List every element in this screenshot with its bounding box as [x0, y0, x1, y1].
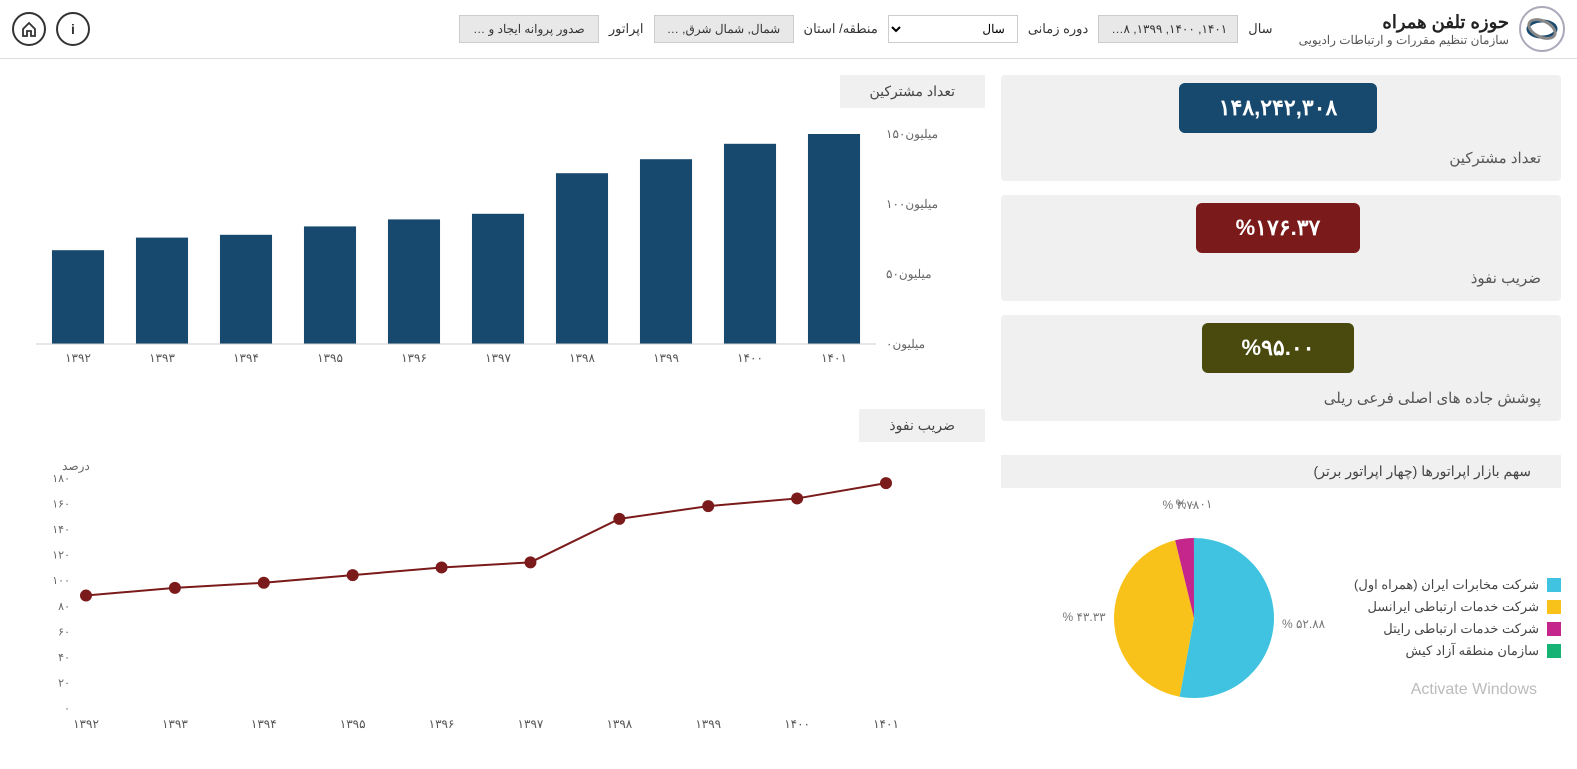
svg-text:i: i: [71, 21, 75, 37]
home-icon[interactable]: [12, 12, 46, 46]
kpi-label: پوشش جاده های اصلی فرعی ریلی: [1324, 389, 1541, 407]
svg-text:۱۳۹۹: ۱۳۹۹: [653, 351, 679, 365]
svg-text:۱۳۹۶: ۱۳۹۶: [401, 351, 427, 365]
legend-swatch: [1547, 600, 1561, 614]
pie-legend-item: شرکت مخابرات ایران (همراه اول): [1354, 577, 1561, 593]
svg-text:۱۳۹۷: ۱۳۹۷: [518, 717, 544, 731]
svg-text:۱۳۹۴: ۱۳۹۴: [233, 351, 259, 365]
svg-text:۰.۰۱ %: ۰.۰۱ %: [1176, 498, 1213, 511]
svg-text:۱۳۹۷: ۱۳۹۷: [485, 351, 511, 365]
svg-text:۱۴۰۰: ۱۴۰۰: [737, 351, 763, 365]
filter-label-region: منطقه/ استان: [798, 21, 884, 37]
subscribers-bar-chart: تعداد مشترکین میلیون۰ ۵۰میلیون ۱۰۰میلیون ۱۵…: [16, 75, 985, 389]
svg-text:۱۳۹۲: ۱۳۹۲: [73, 717, 99, 731]
bar-chart-svg: میلیون۰ ۵۰میلیون ۱۰۰میلیون ۱۵۰میلیون ۱۳۹۲ ۱۳۹…: [16, 114, 966, 384]
org-logo: [1519, 6, 1565, 52]
kpi-card: %۱۷۶.۳۷ ضریب نفوذ: [1001, 195, 1561, 301]
kpi-value: ۱۴۸,۲۴۲,۳۰۸: [1179, 83, 1378, 133]
kpi-value: %۹۵.۰۰: [1202, 323, 1355, 373]
kpi-card: ۱۴۸,۲۴۲,۳۰۸ تعداد مشترکین: [1001, 75, 1561, 181]
svg-text:۱۴۰۱: ۱۴۰۱: [821, 351, 847, 365]
svg-text:۱۰۰: ۱۰۰: [52, 575, 70, 587]
svg-text:۱۳۹۵: ۱۳۹۵: [317, 351, 343, 365]
penetration-line-chart: ضریب نفوذ درصد۰۲۰۴۰۶۰۸۰۱۰۰۱۲۰۱۴۰۱۶۰۱۸۰۱۳…: [16, 409, 985, 753]
svg-text:۵۲.۸۸ %: ۵۲.۸۸ %: [1282, 617, 1326, 631]
pie-chart-svg: ۵۲.۸۸ %۴۳.۳۳ %۳.۷۸ %۰.۰۱ %: [1044, 498, 1344, 738]
svg-text:۱۵۰میلیون: ۱۵۰میلیون: [886, 127, 938, 141]
bar-chart-title: تعداد مشترکین: [840, 75, 986, 108]
kpi-card: %۹۵.۰۰ پوشش جاده های اصلی فرعی ریلی: [1001, 315, 1561, 421]
svg-text:۱۳۹۵: ۱۳۹۵: [340, 717, 366, 731]
filter-row: سال ۱۴۰۱, ۱۴۰۰, ۱۳۹۹, ۹۸… دوره زمانی سال…: [12, 12, 1279, 46]
legend-swatch: [1547, 644, 1561, 658]
kpi-label: تعداد مشترکین: [1449, 149, 1541, 167]
svg-text:۱۰۰میلیون: ۱۰۰میلیون: [886, 197, 938, 211]
kpi-value: %۱۷۶.۳۷: [1196, 203, 1361, 253]
market-share-pie-chart: سهم بازار اپراتورها (چهار اپراتور برتر) …: [1001, 455, 1561, 748]
svg-text:۱۳۹۳: ۱۳۹۳: [149, 351, 175, 365]
filter-period-select[interactable]: سال: [888, 15, 1018, 43]
svg-text:۸۰: ۸۰: [58, 601, 70, 613]
line-chart-title: ضریب نفوذ: [859, 409, 985, 442]
svg-text:۲۰: ۲۰: [58, 677, 70, 689]
svg-text:۱۳۹۸: ۱۳۹۸: [569, 351, 595, 365]
svg-text:درصد: درصد: [62, 459, 90, 473]
svg-text:۱۶۰: ۱۶۰: [52, 499, 70, 511]
svg-text:۱۳۹۳: ۱۳۹۳: [162, 717, 188, 731]
watermark-text: Activate Windows: [1411, 681, 1537, 699]
svg-text:۱۴۰: ۱۴۰: [52, 524, 70, 536]
pie-legend-item: شرکت خدمات ارتباطی رایتل: [1354, 621, 1561, 637]
info-icon[interactable]: i: [56, 12, 90, 46]
pie-legend: شرکت مخابرات ایران (همراه اول) شرکت خدمات…: [1354, 571, 1561, 665]
filter-label-period: دوره زمانی: [1022, 21, 1094, 37]
filter-region-button[interactable]: شمال, شمال شرق, …: [654, 15, 794, 43]
filter-label-operator: اپراتور: [603, 21, 650, 37]
svg-text:میلیون۰: میلیون۰: [886, 337, 925, 351]
pie-chart-title: سهم بازار اپراتورها (چهار اپراتور برتر): [1001, 455, 1561, 488]
svg-text:۱۳۹۲: ۱۳۹۲: [65, 351, 91, 365]
legend-label: شرکت خدمات ارتباطی ایرانسل: [1367, 599, 1539, 615]
svg-text:۱۳۹۴: ۱۳۹۴: [251, 717, 277, 731]
kpi-label: ضریب نفوذ: [1471, 269, 1541, 287]
filter-label-year: سال: [1242, 21, 1278, 37]
line-chart-svg: درصد۰۲۰۴۰۶۰۸۰۱۰۰۱۲۰۱۴۰۱۶۰۱۸۰۱۳۹۲۱۳۹۳۱۳۹۴…: [16, 448, 966, 748]
legend-swatch: [1547, 578, 1561, 592]
svg-text:۱۴۰۰: ۱۴۰۰: [784, 717, 810, 731]
svg-text:۴۳.۳۳ %: ۴۳.۳۳ %: [1063, 610, 1107, 624]
svg-text:۴۰: ۴۰: [58, 652, 70, 664]
page-title: حوزه تلفن همراه: [1299, 12, 1509, 33]
legend-label: شرکت مخابرات ایران (همراه اول): [1354, 577, 1539, 593]
svg-text:۱۳۹۹: ۱۳۹۹: [695, 717, 721, 731]
svg-text:۱۳۹۶: ۱۳۹۶: [429, 717, 455, 731]
pie-legend-item: سازمان منطقه آزاد کیش: [1354, 643, 1561, 659]
svg-text:۱۲۰: ۱۲۰: [52, 550, 70, 562]
legend-label: شرکت خدمات ارتباطی رایتل: [1383, 621, 1539, 637]
legend-swatch: [1547, 622, 1561, 636]
svg-text:۶۰: ۶۰: [58, 626, 70, 638]
svg-text:۱۸۰: ۱۸۰: [52, 473, 70, 485]
filter-license-button[interactable]: صدور پروانه ایجاد و …: [459, 15, 599, 43]
header-bar: حوزه تلفن همراه سازمان تنظیم مقررات و ار…: [0, 0, 1577, 59]
svg-text:۱۴۰۱: ۱۴۰۱: [873, 717, 899, 731]
svg-text:۵۰میلیون: ۵۰میلیون: [886, 267, 932, 281]
page-subtitle: سازمان تنظیم مقررات و ارتباطات رادیویی: [1299, 33, 1509, 47]
legend-label: سازمان منطقه آزاد کیش: [1405, 643, 1539, 659]
svg-text:۱۳۹۸: ۱۳۹۸: [606, 717, 632, 731]
pie-legend-item: شرکت خدمات ارتباطی ایرانسل: [1354, 599, 1561, 615]
filter-year-button[interactable]: ۱۴۰۱, ۱۴۰۰, ۱۳۹۹, ۹۸…: [1098, 15, 1238, 43]
